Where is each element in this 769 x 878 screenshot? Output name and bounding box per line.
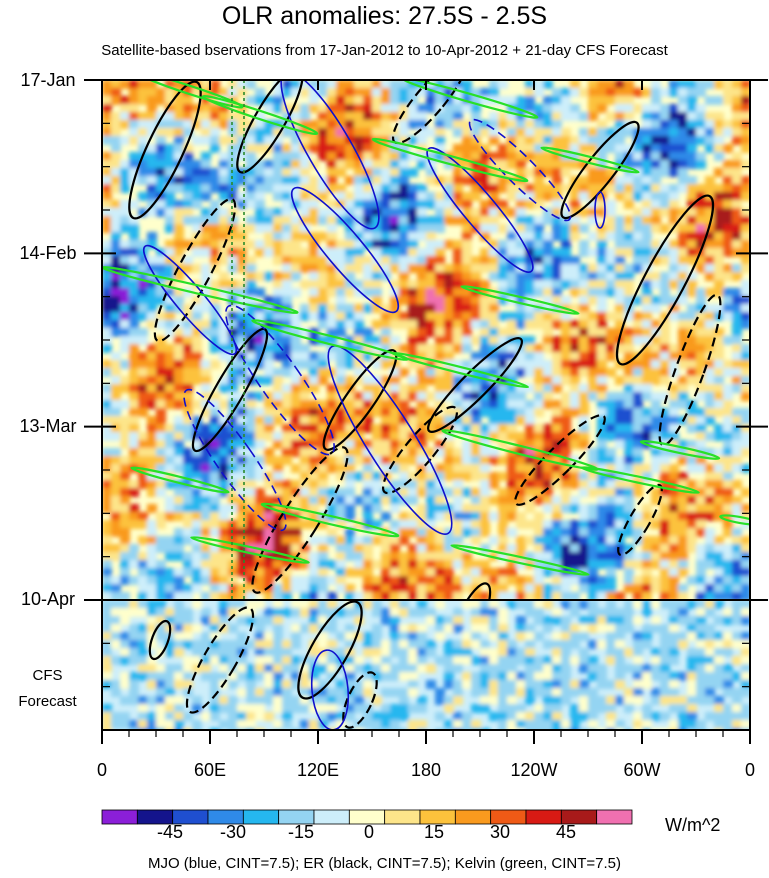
y-tick-label: 10-Apr: [20, 589, 76, 609]
kelvin-contour: [401, 80, 539, 119]
er-contour: [153, 197, 237, 343]
er-contour: [251, 446, 349, 594]
colorbar-swatch: [101, 809, 138, 825]
er-contour: [448, 582, 492, 600]
colorbar: [101, 809, 633, 825]
colorbar-tick-label: 30: [489, 822, 511, 842]
kelvin-contour: [371, 137, 529, 183]
anomaly-contours: [102, 80, 750, 600]
mjo-contour: [280, 80, 380, 230]
x-tick-label: 120W: [510, 760, 558, 780]
colorbar-units: W/m^2: [665, 815, 721, 835]
y-tick-label: 13-Mar: [19, 416, 77, 436]
colorbar-swatch: [596, 809, 633, 825]
er-contour: [560, 120, 640, 220]
er-forecast-contour: [148, 619, 172, 661]
y-tick-label: 14-Feb: [19, 243, 77, 263]
mjo-contour: [327, 345, 453, 535]
overlay-legend: MJO (blue, CINT=7.5); ER (black, CINT=7.…: [147, 855, 622, 872]
forecast-olr-field: [102, 600, 750, 730]
er-contour: [427, 337, 523, 433]
mjo-contour: [225, 304, 335, 456]
x-tick-label: 0: [744, 760, 755, 780]
kelvin-contour: [190, 536, 310, 564]
er-forecast-contour: [342, 671, 378, 729]
kelvin-contour: [719, 514, 750, 526]
forecast-label: Forecast: [18, 693, 77, 710]
mjo-contour: [183, 388, 287, 532]
kelvin-contour: [460, 285, 580, 315]
er-contour: [615, 194, 715, 366]
er-contour: [658, 293, 722, 447]
x-tick-label: 120E: [296, 760, 340, 780]
x-tick-label: 180: [410, 760, 442, 780]
forecast-label: CFS: [32, 667, 63, 684]
chart-subtitle: Satellite-based bservations from 17-Jan-…: [101, 42, 668, 59]
kelvin-contour: [201, 94, 319, 136]
kelvin-contour: [390, 351, 530, 389]
x-tick-label: 60W: [623, 760, 661, 780]
er-forecast-contour: [185, 606, 255, 714]
colorbar-tick-label: 15: [423, 822, 445, 842]
kelvin-contour: [130, 466, 230, 494]
kelvin-contour: [450, 544, 590, 576]
mjo-contour: [142, 244, 238, 356]
er-forecast-contour: [297, 600, 363, 700]
er-contour: [617, 483, 663, 557]
er-contour: [128, 80, 202, 220]
chart-title: OLR anomalies: 27.5S - 2.5S: [221, 2, 548, 30]
plot-frame: [84, 79, 768, 744]
x-tick-label: 60E: [193, 760, 227, 780]
colorbar-tick-label: 0: [363, 822, 374, 842]
kelvin-contour: [136, 80, 244, 109]
er-contour: [381, 405, 459, 495]
colorbar-tick-label: 45: [555, 822, 577, 842]
kelvin-contour: [639, 440, 721, 460]
mjo-contour: [290, 186, 400, 314]
er-contour: [514, 414, 606, 506]
x-tick-label: 0: [96, 760, 107, 780]
colorbar-tick-label: -45: [156, 822, 183, 842]
colorbar-tick-label: -15: [287, 822, 314, 842]
kelvin-contour: [580, 466, 700, 494]
mjo-contour: [594, 191, 606, 229]
kelvin-contour: [260, 502, 400, 538]
y-tick-label: 17-Jan: [20, 70, 76, 90]
mjo-contour: [426, 147, 534, 273]
er-contour: [322, 349, 398, 451]
kelvin-contour: [540, 146, 640, 174]
colorbar-tick-label: -30: [219, 822, 246, 842]
